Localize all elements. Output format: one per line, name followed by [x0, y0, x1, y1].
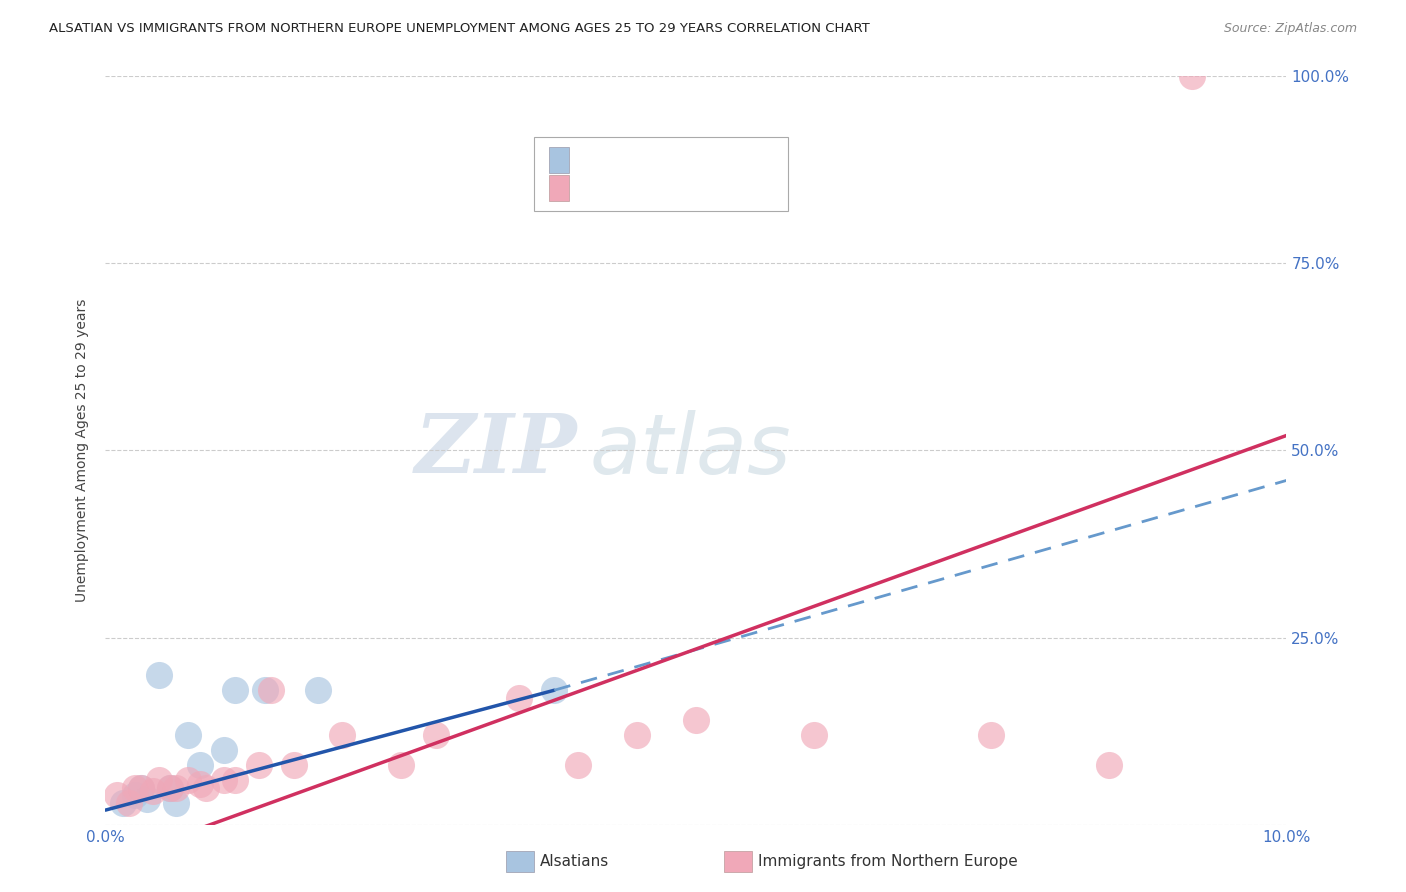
Point	[148, 773, 170, 788]
Point	[188, 758, 211, 772]
Point	[543, 683, 565, 698]
Text: Source: ZipAtlas.com: Source: ZipAtlas.com	[1223, 22, 1357, 36]
Point	[1181, 69, 1204, 83]
Point	[177, 773, 200, 788]
Point	[803, 728, 825, 742]
Point	[389, 758, 412, 772]
Point	[129, 780, 152, 795]
Point	[224, 773, 246, 788]
Point	[112, 796, 135, 810]
Point	[159, 780, 181, 795]
Text: Alsatians: Alsatians	[540, 855, 609, 869]
Text: ALSATIAN VS IMMIGRANTS FROM NORTHERN EUROPE UNEMPLOYMENT AMONG AGES 25 TO 29 YEA: ALSATIAN VS IMMIGRANTS FROM NORTHERN EUR…	[49, 22, 870, 36]
Point	[685, 713, 707, 727]
Point	[247, 758, 270, 772]
Text: ZIP: ZIP	[415, 410, 578, 491]
Point	[135, 792, 157, 806]
Point	[194, 780, 217, 795]
Point	[260, 683, 283, 698]
Text: R = 0.536   N = 25: R = 0.536 N = 25	[574, 186, 718, 200]
Point	[118, 796, 141, 810]
Point	[159, 780, 181, 795]
Point	[148, 668, 170, 682]
Point	[307, 683, 329, 698]
Point	[508, 690, 530, 705]
Point	[1098, 758, 1121, 772]
Point	[124, 788, 146, 802]
Point	[165, 780, 187, 795]
Point	[165, 796, 187, 810]
Y-axis label: Unemployment Among Ages 25 to 29 years: Unemployment Among Ages 25 to 29 years	[76, 299, 90, 602]
Point	[142, 784, 165, 798]
Point	[105, 788, 128, 802]
Point	[129, 780, 152, 795]
Point	[283, 758, 305, 772]
Point	[224, 683, 246, 698]
Point	[212, 773, 235, 788]
Point	[212, 743, 235, 757]
Point	[177, 728, 200, 742]
Point	[188, 777, 211, 791]
Text: atlas: atlas	[589, 410, 792, 491]
Point	[626, 728, 648, 742]
Point	[980, 728, 1002, 742]
Point	[425, 728, 447, 742]
Point	[124, 780, 146, 795]
Point	[567, 758, 589, 772]
Text: Immigrants from Northern Europe: Immigrants from Northern Europe	[758, 855, 1018, 869]
Point	[330, 728, 353, 742]
Point	[253, 683, 276, 698]
Text: R = 0.447   N =  9: R = 0.447 N = 9	[574, 155, 713, 170]
